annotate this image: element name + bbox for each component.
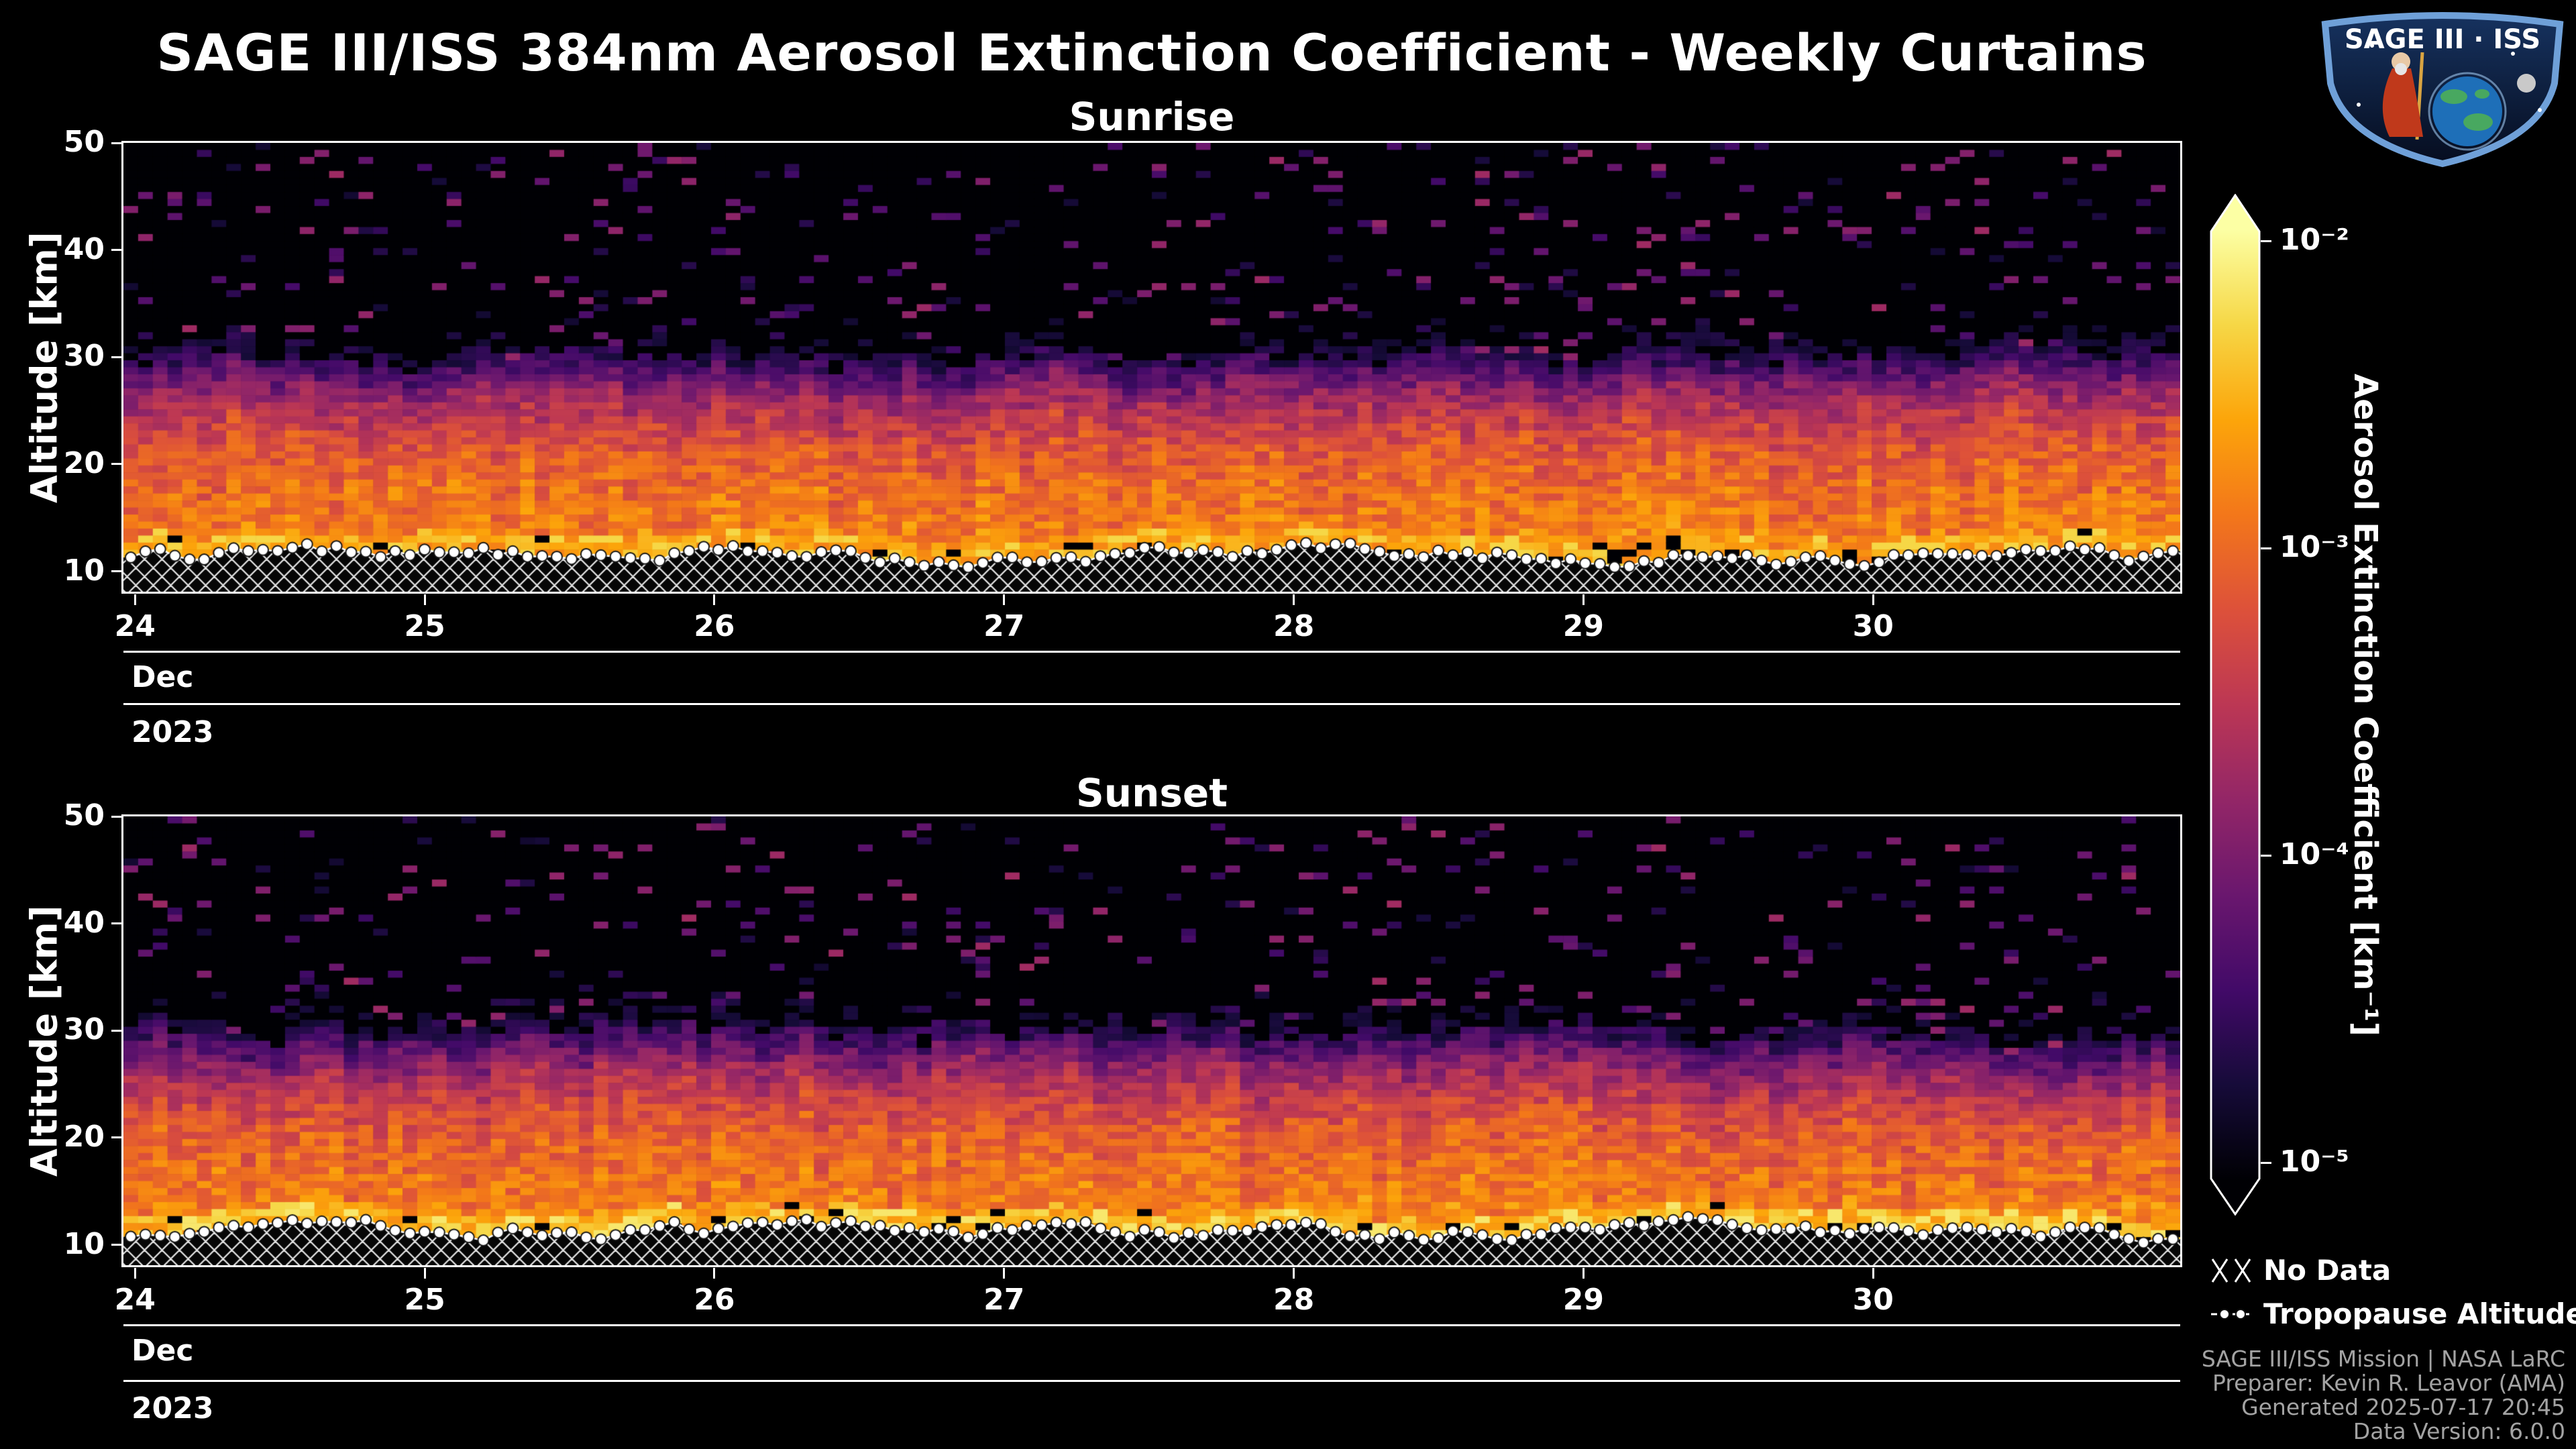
x-tick-mark <box>1003 594 1006 605</box>
x-tick-mark <box>1872 1268 1874 1279</box>
legend-tropopause: Tropopause Altitude <box>2211 1297 2576 1330</box>
x-tick-label: 28 <box>1273 609 1315 643</box>
y-tick-label: 50 <box>63 798 105 833</box>
legend-no-data: No Data <box>2211 1254 2391 1287</box>
x-tick-label: 24 <box>114 609 156 643</box>
x-tick-mark <box>713 594 716 605</box>
mission-patch-icon: SAGE III · ISS <box>2321 12 2564 168</box>
legend-tropopause-label: Tropopause Altitude <box>2263 1297 2576 1330</box>
x-tick-label: 27 <box>983 609 1025 643</box>
y-tick-label: 30 <box>63 339 105 374</box>
x-tick-mark <box>1582 1268 1585 1279</box>
x-tick-mark <box>713 1268 716 1279</box>
colorbar-tick-label: 10⁻² <box>2279 222 2349 257</box>
patch-figure <box>2382 68 2423 137</box>
x-tick-label: 26 <box>694 1283 735 1317</box>
x-tick-mark <box>1293 1268 1295 1279</box>
footer-credits: SAGE III/ISS Mission | NASA LaRC Prepare… <box>2202 1347 2565 1444</box>
y-tick-label: 50 <box>63 125 105 159</box>
y-tick-label: 40 <box>63 905 105 940</box>
colorbar-tick-label: 10⁻³ <box>2279 529 2349 564</box>
y-tick-mark <box>111 1029 123 1032</box>
patch-moon <box>2517 74 2536 93</box>
date-axis-line <box>123 703 2180 705</box>
year-label-sunrise: 2023 <box>131 715 214 749</box>
x-tick-label: 24 <box>114 1283 156 1317</box>
colorbar-tick-mark <box>2261 547 2271 550</box>
heatmap-sunrise <box>121 141 2182 594</box>
x-tick-label: 28 <box>1273 1283 1315 1317</box>
patch-earth <box>2432 76 2502 146</box>
x-tick-label: 30 <box>1852 609 1894 643</box>
date-axis-line <box>123 651 2180 653</box>
footer-data-version: Data Version: 6.0.0 <box>2353 1418 2565 1444</box>
month-label-sunset: Dec <box>131 1334 194 1368</box>
heatmap-sunset <box>121 814 2182 1267</box>
colorbar-tick-label: 10⁻⁵ <box>2279 1144 2349 1179</box>
colorbar-tick-mark <box>2261 1162 2271 1165</box>
x-tick-mark <box>423 594 426 605</box>
colorbar <box>2210 194 2261 1216</box>
sunset-heatmap-canvas <box>123 816 2180 1265</box>
panel-title-sunset: Sunset <box>1076 770 1228 816</box>
y-tick-label: 20 <box>63 445 105 480</box>
y-tick-mark <box>111 249 123 252</box>
y-tick-mark <box>111 570 123 573</box>
x-tick-label: 29 <box>1562 609 1605 643</box>
x-tick-label: 26 <box>694 609 735 643</box>
y-tick-label: 10 <box>63 1226 105 1261</box>
y-tick-label: 40 <box>63 231 105 266</box>
panel-title-sunrise: Sunrise <box>1069 94 1235 140</box>
y-tick-mark <box>111 1244 123 1246</box>
y-tick-label: 30 <box>63 1012 105 1047</box>
figure-title: SAGE III/ISS 384nm Aerosol Extinction Co… <box>156 23 2147 83</box>
legend-no-data-label: No Data <box>2263 1254 2392 1287</box>
x-tick-mark <box>133 1268 136 1279</box>
colorbar-gradient <box>2210 194 2261 1216</box>
colorbar-axis-label: Aerosol Extinction Coefficient [km⁻¹] <box>2347 373 2384 1036</box>
footer-generated: Generated 2025-07-17 20:45 <box>2241 1394 2565 1420</box>
tropopause-marker-icon <box>2211 1308 2254 1320</box>
y-tick-label: 10 <box>63 553 105 588</box>
footer-mission: SAGE III/ISS Mission | NASA LaRC <box>2201 1346 2565 1372</box>
no-data-hatch-icon <box>2211 1258 2251 1283</box>
x-tick-mark <box>1293 594 1295 605</box>
x-tick-label: 25 <box>404 609 445 643</box>
y-tick-mark <box>111 1136 123 1139</box>
x-tick-mark <box>1872 594 1874 605</box>
x-tick-label: 27 <box>983 1283 1025 1317</box>
month-label-sunrise: Dec <box>131 660 194 694</box>
x-tick-mark <box>1582 594 1585 605</box>
y-tick-mark <box>111 463 123 466</box>
year-label-sunset: 2023 <box>131 1391 214 1426</box>
patch-title: SAGE III · ISS <box>2345 24 2540 55</box>
sunrise-heatmap-canvas <box>123 143 2180 592</box>
colorbar-tick-label: 10⁻⁴ <box>2279 837 2349 871</box>
x-tick-label: 30 <box>1852 1283 1894 1317</box>
x-tick-mark <box>1003 1268 1006 1279</box>
y-tick-mark <box>111 142 123 144</box>
x-tick-label: 29 <box>1562 1283 1605 1317</box>
colorbar-tick-mark <box>2261 240 2271 243</box>
date-axis-line <box>123 1380 2180 1382</box>
x-tick-mark <box>423 1268 426 1279</box>
y-tick-label: 20 <box>63 1119 105 1154</box>
x-tick-mark <box>133 594 136 605</box>
footer-preparer: Preparer: Kevin R. Leavor (AMA) <box>2212 1370 2565 1396</box>
y-tick-mark <box>111 356 123 358</box>
date-axis-line <box>123 1324 2180 1326</box>
y-tick-mark <box>111 815 123 818</box>
colorbar-tick-mark <box>2261 855 2271 857</box>
x-tick-label: 25 <box>404 1283 445 1317</box>
y-tick-mark <box>111 922 123 925</box>
